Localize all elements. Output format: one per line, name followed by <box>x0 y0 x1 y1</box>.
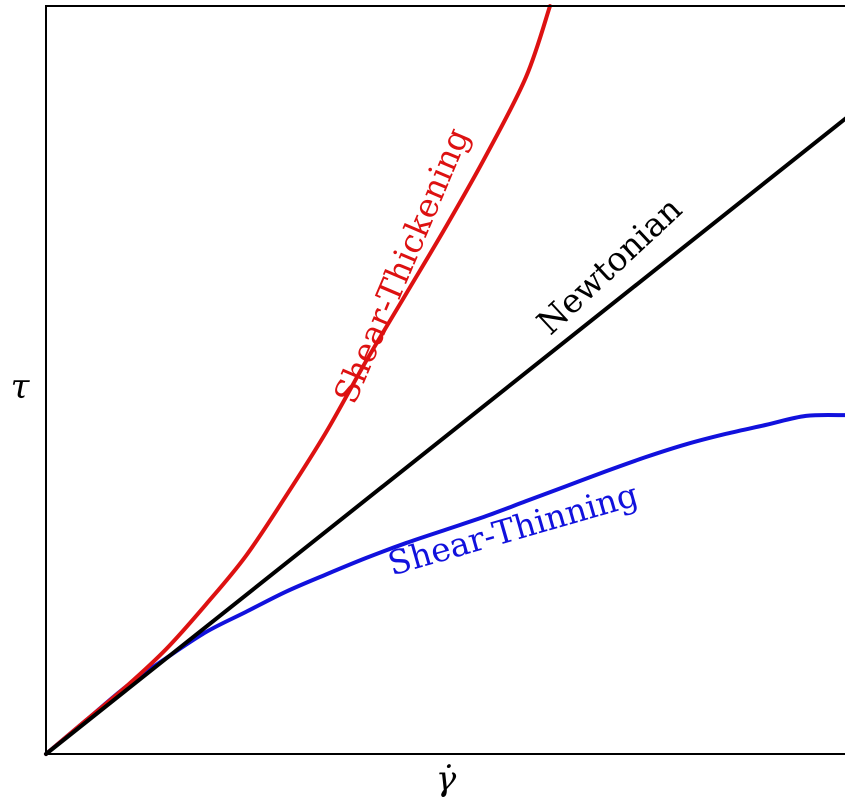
series-line-shear-thinning <box>44 412 845 756</box>
series-labels: Newtonian Shear-Thickening Shear-Thinnin… <box>326 122 689 583</box>
x-axis-label: γ̇ <box>436 759 457 799</box>
series-line-shear-thickening <box>44 4 552 756</box>
series-label-newtonian: Newtonian <box>529 189 689 342</box>
series-label-shear-thinning: Shear-Thinning <box>383 475 642 584</box>
plot-frame <box>45 5 845 755</box>
y-axis-label: τ <box>11 367 31 407</box>
series-label-shear-thickening: Shear-Thickening <box>326 122 477 409</box>
plot-lines <box>44 4 845 756</box>
series-line-newtonian <box>44 116 845 756</box>
